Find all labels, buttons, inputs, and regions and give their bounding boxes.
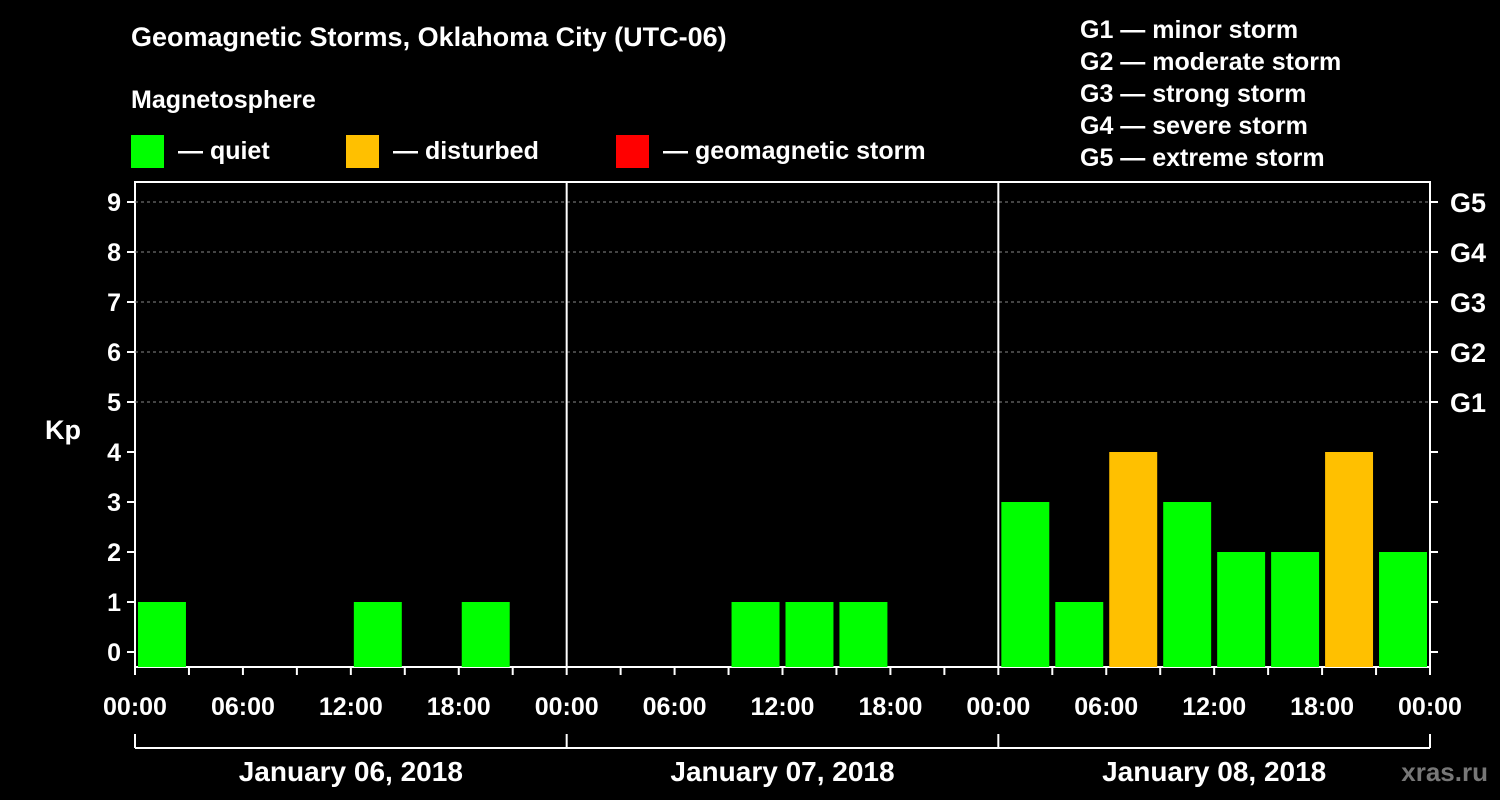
x-tick-label: 00:00 bbox=[1398, 693, 1462, 721]
legend-quiet: — quiet bbox=[131, 134, 270, 168]
y-tick-label: 6 bbox=[107, 339, 121, 367]
y-tick-label: 5 bbox=[107, 389, 121, 417]
storm-scale-label: G4 bbox=[1450, 238, 1486, 268]
y-axis-label: Kp bbox=[45, 415, 81, 445]
legend-storm: — geomagnetic storm bbox=[616, 134, 926, 168]
legend-storm-swatch bbox=[616, 134, 649, 168]
legend-quiet-label: — quiet bbox=[178, 136, 270, 165]
x-tick-label: 12:00 bbox=[319, 693, 383, 721]
x-tick-label: 12:00 bbox=[1182, 693, 1246, 721]
kp-bar bbox=[1325, 452, 1374, 667]
y-tick-label: 2 bbox=[107, 539, 121, 567]
legend-storm-label: — geomagnetic storm bbox=[663, 136, 926, 165]
kp-bar bbox=[1271, 552, 1320, 667]
x-tick-label: 00:00 bbox=[535, 693, 599, 721]
watermark: xras.ru bbox=[1401, 757, 1488, 787]
kp-bar bbox=[839, 602, 888, 667]
x-tick-label: 12:00 bbox=[751, 693, 815, 721]
y-tick-label: 4 bbox=[107, 439, 121, 467]
storm-scale-label: G3 bbox=[1450, 288, 1486, 318]
legend-disturbed: — disturbed bbox=[346, 134, 539, 168]
x-tick-label: 18:00 bbox=[858, 693, 922, 721]
x-tick-label: 18:00 bbox=[1290, 693, 1354, 721]
day-label: January 06, 2018 bbox=[239, 756, 463, 787]
y-tick-label: 7 bbox=[107, 289, 121, 317]
y-tick-label: 1 bbox=[107, 589, 121, 617]
storm-scale-label: G2 bbox=[1450, 338, 1486, 368]
y-tick-label: 9 bbox=[107, 189, 121, 217]
storm-level-legend: G1 — minor storm G2 — moderate storm G3 … bbox=[1080, 14, 1341, 174]
kp-bar bbox=[461, 602, 510, 667]
x-tick-label: 00:00 bbox=[103, 693, 167, 721]
storm-level-g5: G5 — extreme storm bbox=[1080, 144, 1325, 172]
kp-bar bbox=[353, 602, 402, 667]
x-tick-label: 06:00 bbox=[1074, 693, 1138, 721]
kp-bar bbox=[1001, 502, 1050, 667]
kp-bar bbox=[731, 602, 780, 667]
day-label: January 07, 2018 bbox=[670, 756, 894, 787]
kp-bar bbox=[1217, 552, 1266, 667]
storm-level-g4: G4 — severe storm bbox=[1080, 112, 1308, 140]
y-tick-label: 3 bbox=[107, 489, 121, 517]
kp-bar bbox=[785, 602, 834, 667]
storm-level-g2: G2 — moderate storm bbox=[1080, 48, 1342, 76]
legend-disturbed-swatch bbox=[346, 134, 379, 168]
storm-level-g3: G3 — strong storm bbox=[1080, 80, 1307, 108]
x-tick-label: 06:00 bbox=[643, 693, 707, 721]
storm-scale-label: G1 bbox=[1450, 388, 1486, 418]
day-label: January 08, 2018 bbox=[1102, 756, 1326, 787]
x-tick-label: 18:00 bbox=[427, 693, 491, 721]
storm-level-g1: G1 — minor storm bbox=[1080, 16, 1299, 44]
chart-subtitle: Magnetosphere bbox=[131, 86, 316, 114]
x-tick-label: 00:00 bbox=[966, 693, 1030, 721]
legend-disturbed-label: — disturbed bbox=[393, 136, 539, 165]
kp-bar bbox=[138, 602, 186, 667]
kp-bar bbox=[1163, 502, 1212, 667]
x-tick-label: 06:00 bbox=[211, 693, 275, 721]
storm-scale-label: G5 bbox=[1450, 188, 1486, 218]
chart-title: Geomagnetic Storms, Oklahoma City (UTC-0… bbox=[131, 22, 727, 52]
kp-bar bbox=[1109, 452, 1158, 667]
kp-bar bbox=[1379, 552, 1427, 667]
kp-bar bbox=[1055, 602, 1104, 667]
y-tick-label: 0 bbox=[107, 639, 121, 667]
legend-quiet-swatch bbox=[131, 134, 164, 168]
y-tick-label: 8 bbox=[107, 239, 121, 267]
